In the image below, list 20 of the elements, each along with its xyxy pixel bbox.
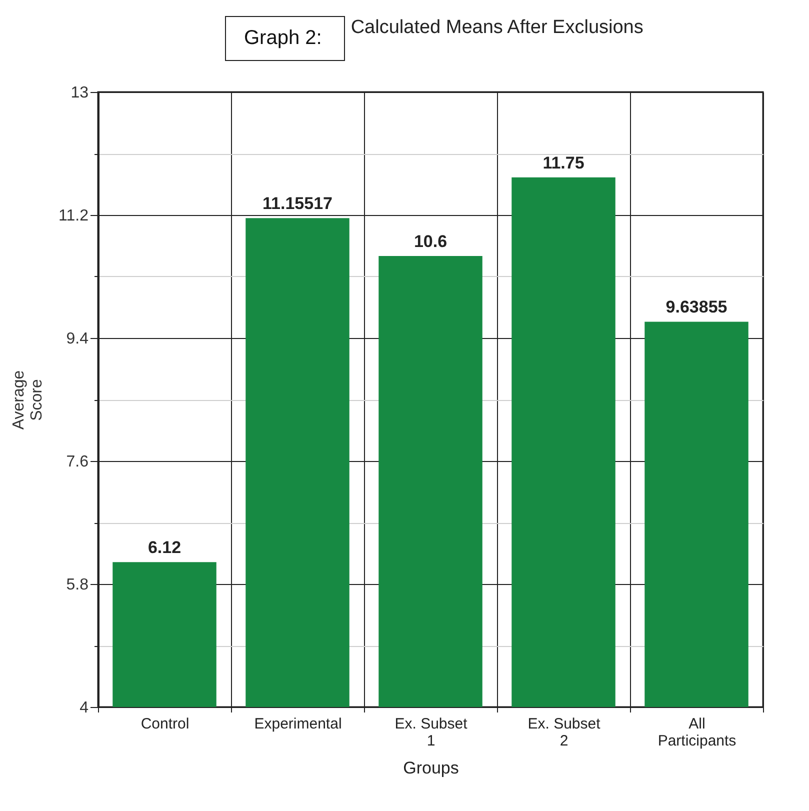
- x-tick-label: All Participants: [658, 716, 736, 750]
- y-tick-label: 13: [70, 84, 89, 102]
- chart-subtitle: Calculated Means After Exclusions: [350, 16, 644, 38]
- data-label: 11.75: [542, 153, 584, 172]
- data-label: 11.15517: [262, 194, 332, 214]
- x-tick-label: Ex. Subset 2: [528, 716, 602, 750]
- y-tick-label: 4: [80, 700, 89, 716]
- y-tick-label: 11.2: [58, 208, 89, 224]
- y-tick-label: 9.4: [66, 330, 89, 348]
- data-label: 10.6: [414, 232, 448, 251]
- x-tick-label: Experimental: [254, 716, 342, 732]
- y-axis-title: Average Score: [10, 370, 46, 430]
- data-label: 9.63855: [666, 298, 728, 317]
- x-tick-label: Ex. Subset 1: [394, 716, 468, 750]
- x-axis-title: Groups: [403, 758, 459, 778]
- y-tick-label: 5.8: [66, 576, 89, 594]
- data-label: 6.12: [148, 538, 182, 558]
- x-tick-label: Control: [140, 716, 190, 732]
- chart-title: Graph 2:: [225, 16, 345, 61]
- y-tick-label: 7.6: [66, 454, 89, 470]
